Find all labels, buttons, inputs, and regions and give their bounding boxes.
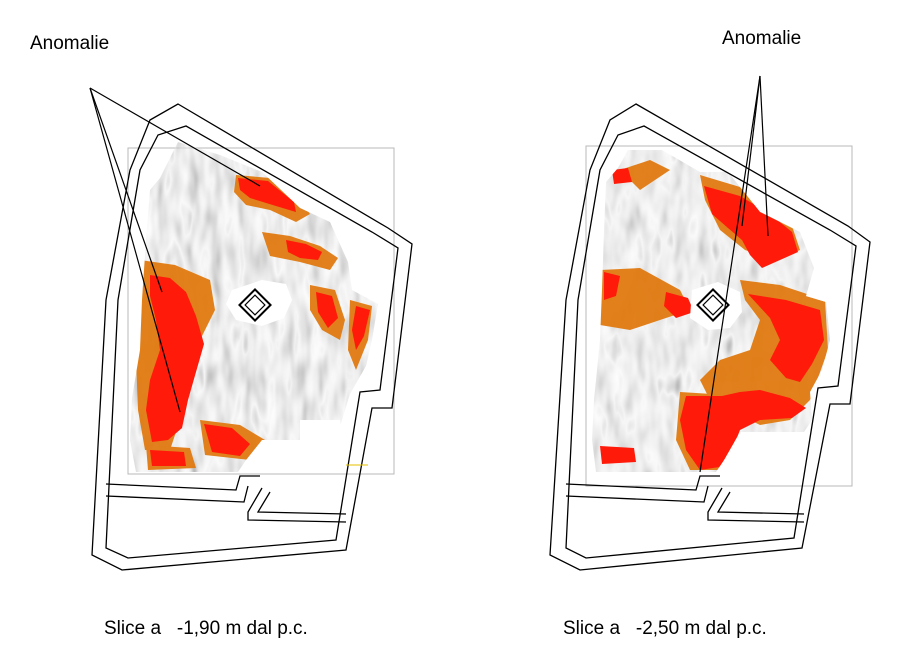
anomaly-red-areas xyxy=(146,178,370,466)
gpr-scan-map xyxy=(592,150,830,472)
survey-grid-outline xyxy=(585,145,853,487)
building-outline xyxy=(549,103,871,571)
void-patch xyxy=(226,280,292,326)
left-panel xyxy=(89,87,413,571)
annotation-leader-lines xyxy=(699,75,769,473)
annotation-label-right: Anomalie xyxy=(722,28,802,49)
well-marker xyxy=(696,288,730,322)
building-outline xyxy=(91,103,413,571)
caption-left: Slice a -1,90 m dal p.c. xyxy=(104,618,308,639)
anomaly-red-areas xyxy=(600,168,824,470)
right-panel xyxy=(549,75,871,571)
caption-right: Slice a -2,50 m dal p.c. xyxy=(563,618,767,639)
survey-grid-outline xyxy=(127,147,395,475)
gpr-scan-map xyxy=(130,142,378,472)
annotation-leader-lines xyxy=(89,87,261,413)
well-marker xyxy=(238,288,272,322)
annotation-label-left: Anomalie xyxy=(30,33,110,54)
void-patch xyxy=(690,282,742,330)
